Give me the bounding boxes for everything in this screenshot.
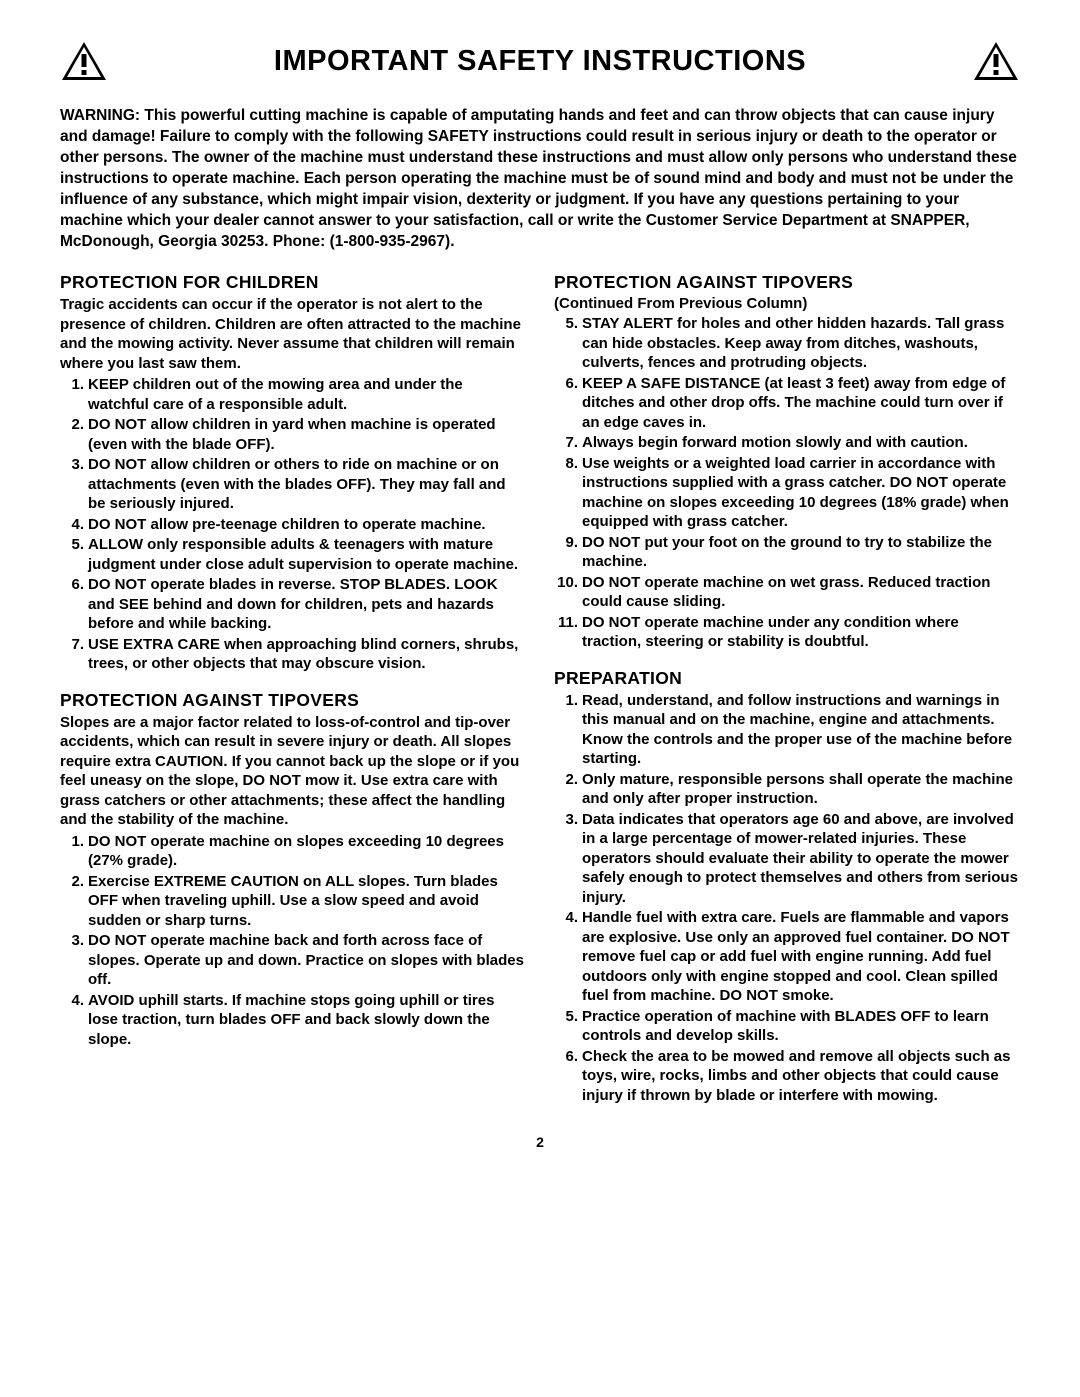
list-item: STAY ALERT for holes and other hidden ha… xyxy=(554,314,1020,373)
page-number: 2 xyxy=(60,1134,1020,1150)
section-children: PROTECTION FOR CHILDREN Tragic accidents… xyxy=(60,272,526,674)
list-item: DO NOT operate machine on wet grass. Red… xyxy=(554,573,1020,612)
list-item: AVOID uphill starts. If machine stops go… xyxy=(60,991,526,1050)
section-tipovers-left: PROTECTION AGAINST TIPOVERS Slopes are a… xyxy=(60,690,526,1050)
list-item: DO NOT operate machine back and forth ac… xyxy=(60,931,526,990)
list-item: Read, understand, and follow instruction… xyxy=(554,691,1020,769)
list-item: DO NOT allow children in yard when machi… xyxy=(60,415,526,454)
warning-paragraph: WARNING: This powerful cutting machine i… xyxy=(60,106,1020,252)
right-column: PROTECTION AGAINST TIPOVERS (Continued F… xyxy=(554,272,1020,1106)
safety-list: DO NOT operate machine on slopes exceedi… xyxy=(60,832,526,1050)
warning-icon xyxy=(972,40,1020,82)
left-column: PROTECTION FOR CHILDREN Tragic accidents… xyxy=(60,272,526,1106)
safety-list: STAY ALERT for holes and other hidden ha… xyxy=(554,314,1020,652)
list-item: Check the area to be mowed and remove al… xyxy=(554,1047,1020,1106)
section-heading: PROTECTION AGAINST TIPOVERS xyxy=(60,690,526,711)
list-item: DO NOT operate machine on slopes exceedi… xyxy=(60,832,526,871)
list-item: DO NOT allow pre-teenage children to ope… xyxy=(60,515,526,535)
list-item: KEEP children out of the mowing area and… xyxy=(60,375,526,414)
warning-icon xyxy=(60,40,108,82)
list-item: DO NOT allow children or others to ride … xyxy=(60,455,526,514)
two-column-layout: PROTECTION FOR CHILDREN Tragic accidents… xyxy=(60,272,1020,1106)
section-preparation: PREPARATION Read, understand, and follow… xyxy=(554,668,1020,1106)
list-item: KEEP A SAFE DISTANCE (at least 3 feet) a… xyxy=(554,374,1020,433)
list-item: ALLOW only responsible adults & teenager… xyxy=(60,535,526,574)
list-item: Always begin forward motion slowly and w… xyxy=(554,433,1020,453)
list-item: DO NOT put your foot on the ground to tr… xyxy=(554,533,1020,572)
list-item: Data indicates that operators age 60 and… xyxy=(554,810,1020,908)
list-item: Only mature, responsible persons shall o… xyxy=(554,770,1020,809)
list-item: Exercise EXTREME CAUTION on ALL slopes. … xyxy=(60,872,526,931)
page-title: IMPORTANT SAFETY INSTRUCTIONS xyxy=(108,45,972,78)
list-item: Practice operation of machine with BLADE… xyxy=(554,1007,1020,1046)
list-item: USE EXTRA CARE when approaching blind co… xyxy=(60,635,526,674)
list-item: Handle fuel with extra care. Fuels are f… xyxy=(554,908,1020,1006)
section-heading: PREPARATION xyxy=(554,668,1020,689)
section-intro: Slopes are a major factor related to los… xyxy=(60,713,526,830)
section-heading: PROTECTION AGAINST TIPOVERS xyxy=(554,272,1020,293)
continued-note: (Continued From Previous Column) xyxy=(554,295,1020,312)
list-item: DO NOT operate blades in reverse. STOP B… xyxy=(60,575,526,634)
section-intro: Tragic accidents can occur if the operat… xyxy=(60,295,526,373)
list-item: Use weights or a weighted load carrier i… xyxy=(554,454,1020,532)
section-heading: PROTECTION FOR CHILDREN xyxy=(60,272,526,293)
section-tipovers-right: PROTECTION AGAINST TIPOVERS (Continued F… xyxy=(554,272,1020,652)
list-item: DO NOT operate machine under any conditi… xyxy=(554,613,1020,652)
safety-list: KEEP children out of the mowing area and… xyxy=(60,375,526,674)
safety-list: Read, understand, and follow instruction… xyxy=(554,691,1020,1106)
title-row: IMPORTANT SAFETY INSTRUCTIONS xyxy=(60,40,1020,82)
